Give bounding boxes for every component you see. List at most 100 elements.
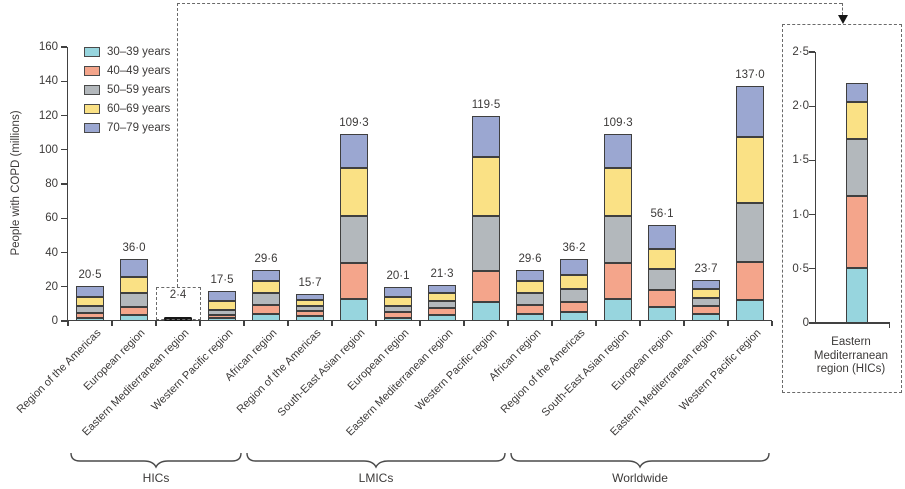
connector-vertical-line: [177, 3, 179, 287]
y-axis-tick: [60, 286, 67, 288]
inset-y-axis-tick-label: 1·0: [792, 208, 809, 221]
bar-segment-30–39: [648, 306, 676, 321]
x-axis-tick: [287, 321, 289, 326]
inset-x-axis-line: [814, 322, 890, 324]
stacked-bar: [384, 286, 412, 321]
bar-total-label: 29·6: [518, 253, 542, 266]
bar-segment-70–79: [516, 270, 544, 282]
group-brace: [510, 452, 770, 469]
x-axis-tick: [639, 321, 641, 326]
bar-total-label: 2·4: [169, 289, 187, 301]
bar-segment-60–69: [516, 281, 544, 294]
bar-segment-40–49: [560, 301, 588, 312]
bar-segment-50–59: [472, 215, 500, 272]
inset-y-axis-tick: [809, 159, 815, 162]
bar-segment-30–39: [296, 316, 324, 321]
x-axis-tick: [375, 321, 377, 326]
inset-y-axis-tick-label: 2·0: [792, 100, 809, 113]
y-axis-tick-label: 20: [45, 280, 58, 293]
inset-chart: 0 0·5 1·0 1·5 2·0 2·5 Eastern Mediterranean re…: [782, 24, 902, 393]
legend-item: 70–79 years: [84, 118, 170, 137]
bar-segment-40–49: [76, 313, 104, 318]
bar-segment-40–49: [428, 307, 456, 315]
stacked-bar: [560, 259, 588, 321]
y-axis-line: [66, 47, 68, 321]
inset-bar-segment: [846, 196, 868, 268]
bar-segment-60–69: [208, 301, 236, 310]
bar-total-label: 17·5: [210, 274, 234, 287]
bar-segment-70–79: [340, 133, 368, 168]
stacked-bar: [428, 284, 456, 321]
bar-segment-30–39: [516, 314, 544, 321]
y-axis-tick-label: 120: [38, 109, 58, 122]
legend-item: 40–49 years: [84, 61, 170, 80]
y-axis-tick-label: 80: [45, 178, 58, 190]
bar-segment-60–69: [120, 277, 148, 294]
y-axis-tick: [60, 46, 67, 48]
bar-total-label: 36·2: [562, 242, 586, 254]
bar-segment-50–59: [252, 293, 280, 306]
bar-segment-30–39: [120, 314, 148, 321]
bar-segment-40–49: [340, 263, 368, 299]
y-axis-tick: [60, 80, 67, 82]
bar-segment-50–59: [384, 306, 412, 313]
y-axis-tick: [60, 320, 67, 322]
bar-segment-30–39: [76, 317, 104, 321]
bar-segment-60–69: [76, 296, 104, 306]
bar-segment-50–59: [208, 309, 236, 315]
stacked-bar: [76, 285, 104, 321]
bar-segment-30–39: [428, 314, 456, 321]
legend-label: 40–49 years: [107, 64, 171, 77]
bar-segment-40–49: [516, 305, 544, 315]
bar-segment-60–69: [604, 167, 632, 217]
bar-segment-60–69: [472, 156, 500, 216]
y-axis-tick-label: 40: [45, 246, 58, 259]
inset-bar-segment: [846, 83, 868, 102]
bar-segment-60–69: [736, 136, 764, 203]
x-axis-tick: [331, 321, 333, 326]
bar-segment-70–79: [604, 133, 632, 168]
x-axis-tick: [243, 321, 245, 326]
bar-total-label: 20·5: [78, 268, 102, 281]
x-axis-tick: [419, 321, 421, 326]
y-axis-tick: [60, 114, 67, 117]
inset-bar-segment: [846, 267, 868, 323]
bar-segment-30–39: [736, 300, 764, 321]
bar-total-label: 29·6: [254, 253, 278, 266]
bar-segment-50–59: [428, 300, 456, 308]
x-axis-tick: [771, 321, 773, 326]
inset-bar-segment: [846, 101, 868, 139]
y-axis-tick-label: 140: [38, 75, 58, 88]
group-brace: [70, 452, 242, 469]
bar-total-label: 119·5: [471, 99, 501, 112]
stacked-bar: [120, 259, 148, 321]
connector-drop-line: [842, 3, 844, 15]
stacked-bar: [208, 291, 236, 321]
inset-y-axis-tick-label: 0: [802, 317, 809, 329]
legend-item: 60–69 years: [84, 99, 170, 118]
bar-total-label: 109·3: [339, 116, 369, 129]
legend-swatch-1: [84, 46, 100, 57]
bar-segment-70–79: [692, 280, 720, 290]
legend-swatch-2: [84, 65, 100, 76]
bar-segment-40–49: [384, 312, 412, 318]
inset-y-axis-tick-label: 2·5: [792, 46, 809, 58]
bar-segment-60–69: [692, 289, 720, 298]
x-axis-tick: [155, 321, 157, 326]
x-axis-tick: [507, 321, 509, 326]
bar-segment-50–59: [560, 288, 588, 302]
y-axis-tick: [60, 251, 67, 254]
legend-label: 60–69 years: [107, 102, 171, 115]
bar-segment-40–49: [472, 271, 500, 303]
bar-segment-50–59: [648, 268, 676, 291]
stacked-bar: [692, 280, 720, 321]
connector-arrowhead-icon: [837, 15, 848, 24]
stacked-bar: [604, 133, 632, 321]
group-brace: [246, 452, 506, 469]
bar-segment-30–39: [472, 302, 500, 321]
bar-total-label: 137·0: [735, 69, 765, 82]
bar-segment-50–59: [736, 202, 764, 263]
bar-segment-40–49: [692, 305, 720, 314]
x-axis-tick: [67, 321, 69, 326]
x-axis-tick: [463, 321, 465, 326]
